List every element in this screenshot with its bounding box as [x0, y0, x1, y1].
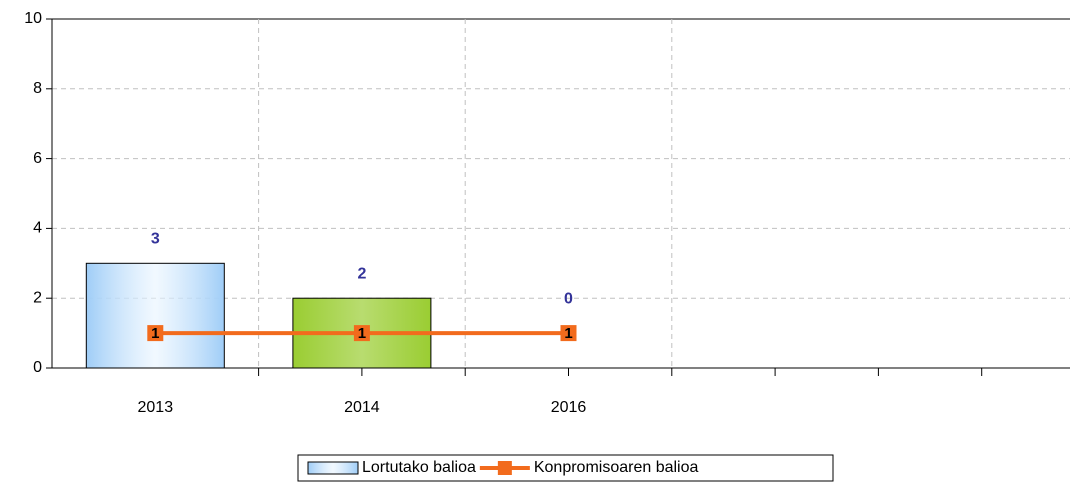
legend-swatch: [497, 461, 512, 475]
x-tick-label: 2013: [138, 399, 174, 416]
y-tick-label: 8: [33, 80, 42, 97]
x-tick-label: 2016: [551, 399, 587, 416]
y-tick-label: 6: [33, 150, 42, 167]
data-label: 2: [357, 265, 366, 282]
data-label: 3: [151, 231, 160, 248]
line-marker: [353, 325, 370, 342]
legend-swatch: [307, 461, 359, 475]
x-tick-label: 2014: [344, 399, 380, 416]
bar: [85, 262, 225, 369]
legend: Lortutako balioa Konpromisoaren balioa: [297, 454, 834, 482]
y-tick-label: 0: [33, 359, 42, 376]
y-tick-label: 2: [33, 289, 42, 306]
line-marker: [147, 325, 164, 342]
line-marker: [560, 325, 577, 342]
data-label: 1: [564, 325, 572, 342]
legend-box: [297, 454, 834, 482]
y-tick-label: 4: [33, 220, 42, 237]
data-label: 1: [358, 325, 366, 342]
legend-label: Konpromisoaren balioa: [534, 459, 699, 476]
y-tick-label: 10: [24, 10, 42, 27]
data-label: 1: [151, 325, 159, 342]
legend-label: Lortutako balioa: [362, 459, 476, 476]
data-label: 0: [564, 290, 573, 307]
